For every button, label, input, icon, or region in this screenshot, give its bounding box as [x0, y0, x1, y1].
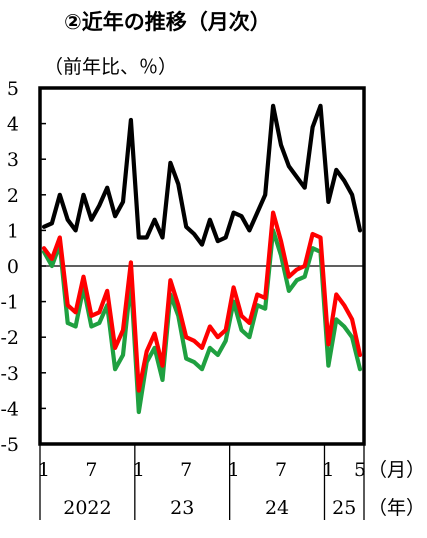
y-axis: 5 4 3 2 1 0 -1 -2 -3 -4 -5: [0, 78, 46, 456]
x-month-label: 7: [275, 459, 287, 481]
x-month-label: 1: [38, 459, 50, 481]
chart-title: ②近年の推移（月次）: [64, 10, 271, 34]
x-year-label: 24: [265, 497, 289, 519]
series-line-green: [41, 228, 363, 415]
x-month-label: 1: [228, 459, 240, 481]
y-tick-label: 4: [7, 114, 19, 136]
x-month-label: 7: [85, 459, 97, 481]
x-month-label: 5: [354, 459, 366, 481]
unit-label: （前年比、％）: [44, 56, 178, 78]
series-layer: [41, 103, 363, 415]
x-year-label: 2022: [63, 497, 111, 519]
y-tick-label: 5: [7, 78, 19, 100]
y-tick-label: -4: [0, 398, 19, 420]
y-tick-label: -5: [0, 434, 19, 456]
y-tick-label: -3: [0, 363, 19, 385]
x-axis: 1 7 1 7 1 7 1 5 （月）2022 23 24 25 （年）: [38, 444, 425, 520]
x-month-label: 1: [322, 459, 334, 481]
y-tick-label: 3: [7, 149, 19, 171]
x-month-suffix: （月）: [368, 459, 425, 481]
series-line-black: [41, 103, 363, 247]
y-tick-label: 2: [7, 185, 19, 207]
y-tick-label: -1: [0, 292, 19, 314]
x-month-label: 7: [180, 459, 192, 481]
y-tick-label: -2: [0, 327, 19, 349]
y-tick-label: 1: [7, 220, 19, 242]
x-year-label: 25: [332, 497, 356, 519]
x-year-label: 23: [170, 497, 194, 519]
x-month-label: 1: [133, 459, 145, 481]
series-line-red: [41, 210, 363, 393]
y-tick-label: 0: [7, 256, 19, 278]
x-year-suffix: （年）: [368, 497, 425, 519]
